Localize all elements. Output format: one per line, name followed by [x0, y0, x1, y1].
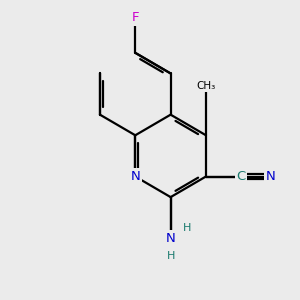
Text: N: N — [266, 170, 276, 183]
Text: N: N — [166, 232, 176, 245]
Text: C: C — [237, 170, 246, 183]
Text: CH₃: CH₃ — [196, 81, 216, 91]
Text: H: H — [167, 251, 175, 261]
Text: F: F — [131, 11, 139, 24]
Text: H: H — [183, 223, 191, 233]
Text: N: N — [130, 170, 140, 183]
